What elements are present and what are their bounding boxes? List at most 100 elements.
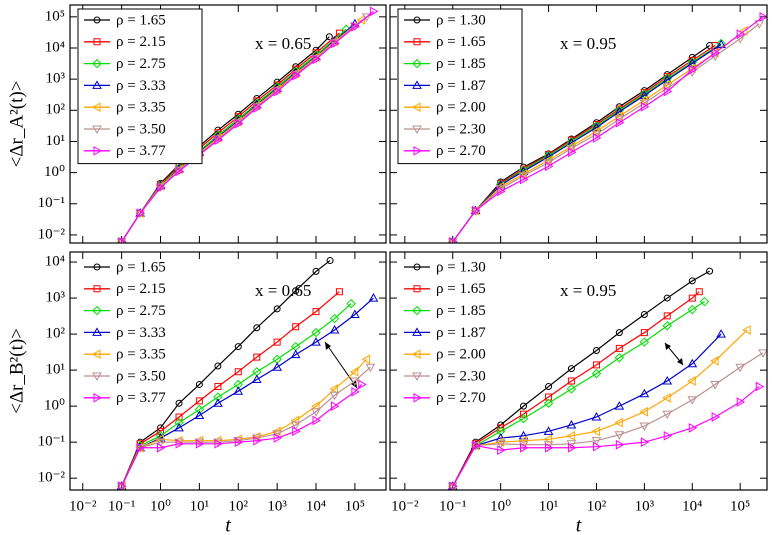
x-tick-label: 10⁻¹ (108, 498, 135, 514)
series-line (452, 43, 722, 243)
x-tick-label: 10⁰ (490, 498, 511, 514)
marker (518, 441, 529, 450)
marker (736, 29, 746, 39)
marker (687, 68, 698, 77)
series-line (452, 329, 748, 487)
x-axis-label: t (576, 515, 582, 535)
legend-label: ρ = 1.87 (436, 78, 486, 94)
marker (358, 379, 367, 390)
y-tick-label: 10⁻² (38, 226, 66, 242)
marker (136, 208, 146, 218)
legend-marker (93, 38, 101, 46)
legend-marker (92, 58, 102, 69)
marker (640, 437, 650, 448)
marker (157, 442, 166, 453)
frame (389, 251, 768, 491)
marker (311, 337, 321, 346)
marker (116, 482, 127, 490)
marker (326, 257, 334, 264)
marker (329, 324, 340, 334)
y-axis-label: <Δr_A²(t)> (6, 81, 27, 168)
marker (311, 55, 321, 64)
frame (69, 4, 387, 244)
marker (253, 102, 262, 113)
marker (716, 329, 726, 338)
marker (350, 309, 360, 318)
y-tick-label: 10¹ (46, 133, 66, 149)
marker (639, 388, 650, 398)
legend-label: ρ = 3.33 (116, 78, 166, 94)
y-tick-label: 10⁴ (45, 39, 65, 55)
y-tick-label: 10³ (46, 290, 66, 306)
marker (195, 397, 203, 405)
marker (663, 430, 673, 441)
marker (520, 174, 529, 185)
annotation: x = 0.65 (255, 34, 311, 53)
marker (710, 356, 719, 366)
x-tick-label: 10² (229, 498, 249, 514)
marker (754, 20, 765, 29)
legend-marker (93, 16, 101, 24)
legend-frame (397, 8, 523, 165)
marker (253, 353, 261, 361)
marker (351, 21, 360, 32)
marker (614, 353, 625, 363)
marker (175, 399, 183, 407)
legend-label: ρ = 3.35 (116, 100, 166, 116)
marker (290, 421, 301, 430)
marker (495, 185, 506, 194)
x-tick-label: 10⁴ (306, 498, 326, 514)
marker (688, 294, 696, 302)
marker (736, 397, 746, 407)
marker (662, 410, 673, 420)
marker (290, 349, 301, 359)
x-tick-label: 10² (587, 498, 607, 514)
marker (662, 375, 673, 385)
legend-label: ρ = 2.00 (436, 347, 486, 363)
marker (329, 39, 340, 48)
legend-label: ρ = 1.65 (436, 34, 486, 50)
marker (543, 398, 554, 408)
marker (545, 393, 553, 401)
y-tick-label: 10⁻¹ (38, 195, 65, 211)
marker (688, 277, 696, 285)
legend-label: ρ = 3.77 (116, 390, 166, 406)
marker (716, 39, 726, 48)
marker (312, 54, 322, 65)
legend-label: ρ = 2.75 (116, 303, 166, 319)
marker (640, 329, 648, 337)
series-line (452, 16, 764, 243)
marker (758, 349, 767, 358)
marker (592, 347, 600, 354)
marker (520, 442, 529, 453)
marker (174, 417, 184, 428)
marker (346, 298, 356, 309)
marker (233, 119, 244, 128)
legend-marker (412, 58, 422, 69)
marker (639, 422, 650, 432)
legend-label: ρ = 3.50 (116, 121, 166, 137)
frame (389, 4, 768, 244)
x-tick-label: 10⁰ (150, 498, 171, 514)
marker (591, 411, 602, 421)
marker (592, 133, 602, 143)
legend-label: ρ = 1.65 (116, 12, 166, 28)
legend-marker (413, 145, 423, 156)
y-tick-label: 10¹ (46, 362, 66, 378)
marker (687, 304, 697, 315)
annotation: x = 0.95 (560, 281, 616, 300)
legend-label: ρ = 1.65 (436, 281, 486, 297)
marker (591, 426, 600, 437)
marker (639, 337, 650, 347)
y-tick-label: 10² (46, 102, 66, 118)
marker (614, 417, 623, 428)
marker (234, 118, 244, 129)
marker (545, 442, 554, 453)
legend-marker (92, 372, 102, 382)
marker (662, 392, 671, 403)
x-tick-label: 10⁻² (69, 498, 97, 514)
marker (365, 363, 376, 373)
marker (311, 408, 321, 417)
marker (567, 147, 577, 158)
